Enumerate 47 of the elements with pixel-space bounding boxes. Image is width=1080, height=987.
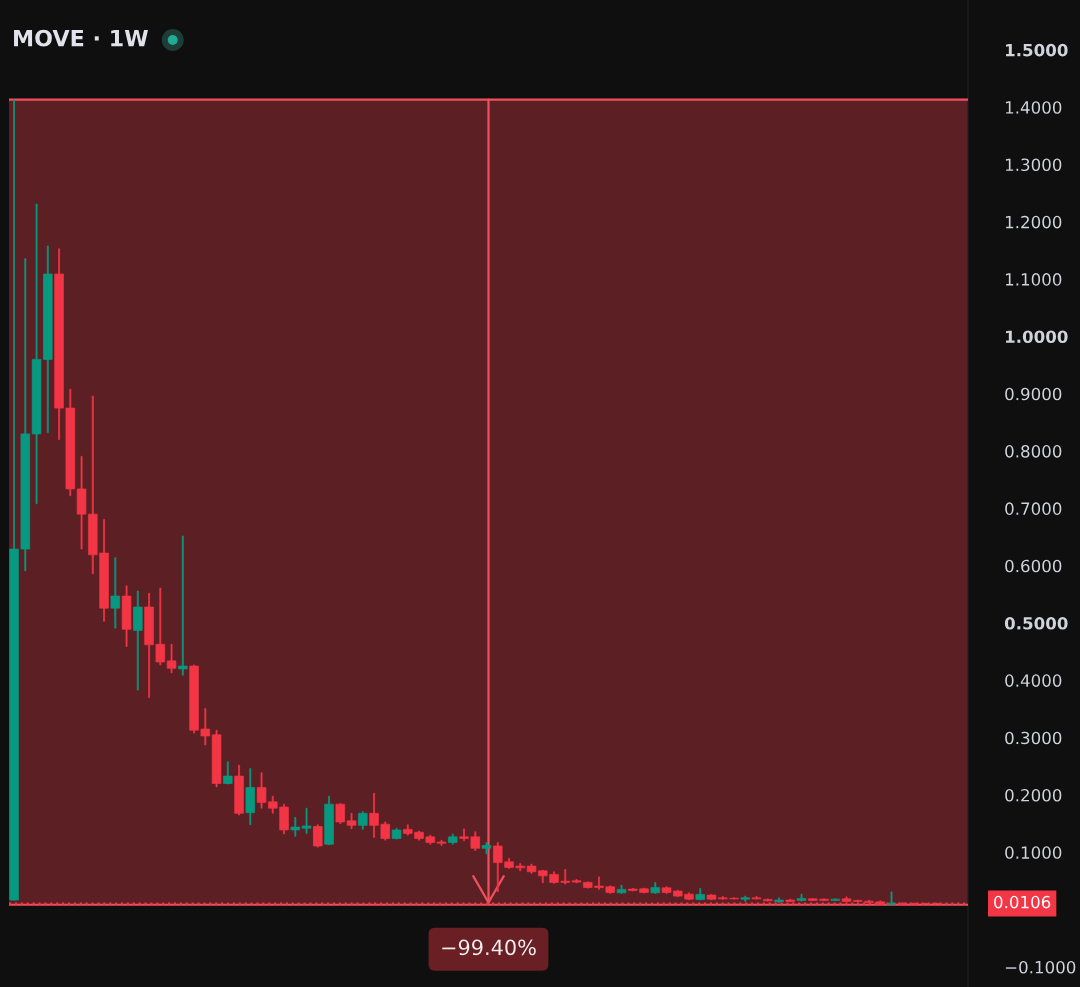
y-tick-label: 1.2000 <box>1005 215 1062 229</box>
candlestick <box>448 833 458 845</box>
y-tick-label: 0.6000 <box>1005 559 1062 573</box>
y-tick-label: 0.3000 <box>1005 731 1062 745</box>
candlestick <box>616 884 627 894</box>
candlestick <box>121 585 132 647</box>
candlestick <box>740 895 750 902</box>
candlestick <box>695 888 705 901</box>
candlestick <box>830 898 840 902</box>
candlestick <box>650 882 661 894</box>
y-tick-label: 0.8000 <box>1005 445 1062 458</box>
y-tick-label: 0.4000 <box>1005 674 1062 687</box>
candlestick <box>886 891 897 906</box>
y-tick-label: 0.1000 <box>1005 846 1062 859</box>
candlestick <box>346 812 357 830</box>
candlestick <box>166 643 177 674</box>
candlestick <box>178 535 188 676</box>
candlestick <box>481 842 492 855</box>
candlestick <box>110 557 121 629</box>
y-tick-label: 1.1000 <box>1005 273 1062 286</box>
candlestick <box>774 897 784 903</box>
candlestick <box>223 761 233 785</box>
candlestick <box>313 824 323 848</box>
y-tick-label: 1.4000 <box>1005 101 1062 114</box>
candlestick <box>796 893 807 902</box>
candlestick <box>290 816 301 837</box>
candlestick <box>133 590 143 691</box>
candlestick <box>324 795 334 846</box>
candlestick <box>751 896 762 900</box>
y-tick-label: −0.1000 <box>1005 960 1076 974</box>
candlestick <box>391 827 402 840</box>
y-tick-label: 0.2000 <box>1005 788 1062 802</box>
candlestick <box>245 768 256 826</box>
candlestick <box>234 764 244 816</box>
y-tick-label: 0.9000 <box>1005 387 1062 401</box>
y-tick-label: 0.5000 <box>1004 617 1068 630</box>
candlestick <box>358 811 368 830</box>
ref-line-label: 0.0106 <box>994 895 1051 909</box>
candlestick <box>211 729 222 788</box>
candlestick <box>335 803 346 824</box>
y-tick-label: 0.7000 <box>1005 502 1062 515</box>
candlestick <box>301 807 312 834</box>
y-tick-label: 1.5000 <box>1005 43 1068 57</box>
y-tick-label: 1.3000 <box>1005 158 1062 172</box>
y-tick-label: 1.0000 <box>1005 330 1068 344</box>
text: MOVE · 1W <box>14 29 148 47</box>
band-label: −99.40% <box>442 939 536 956</box>
